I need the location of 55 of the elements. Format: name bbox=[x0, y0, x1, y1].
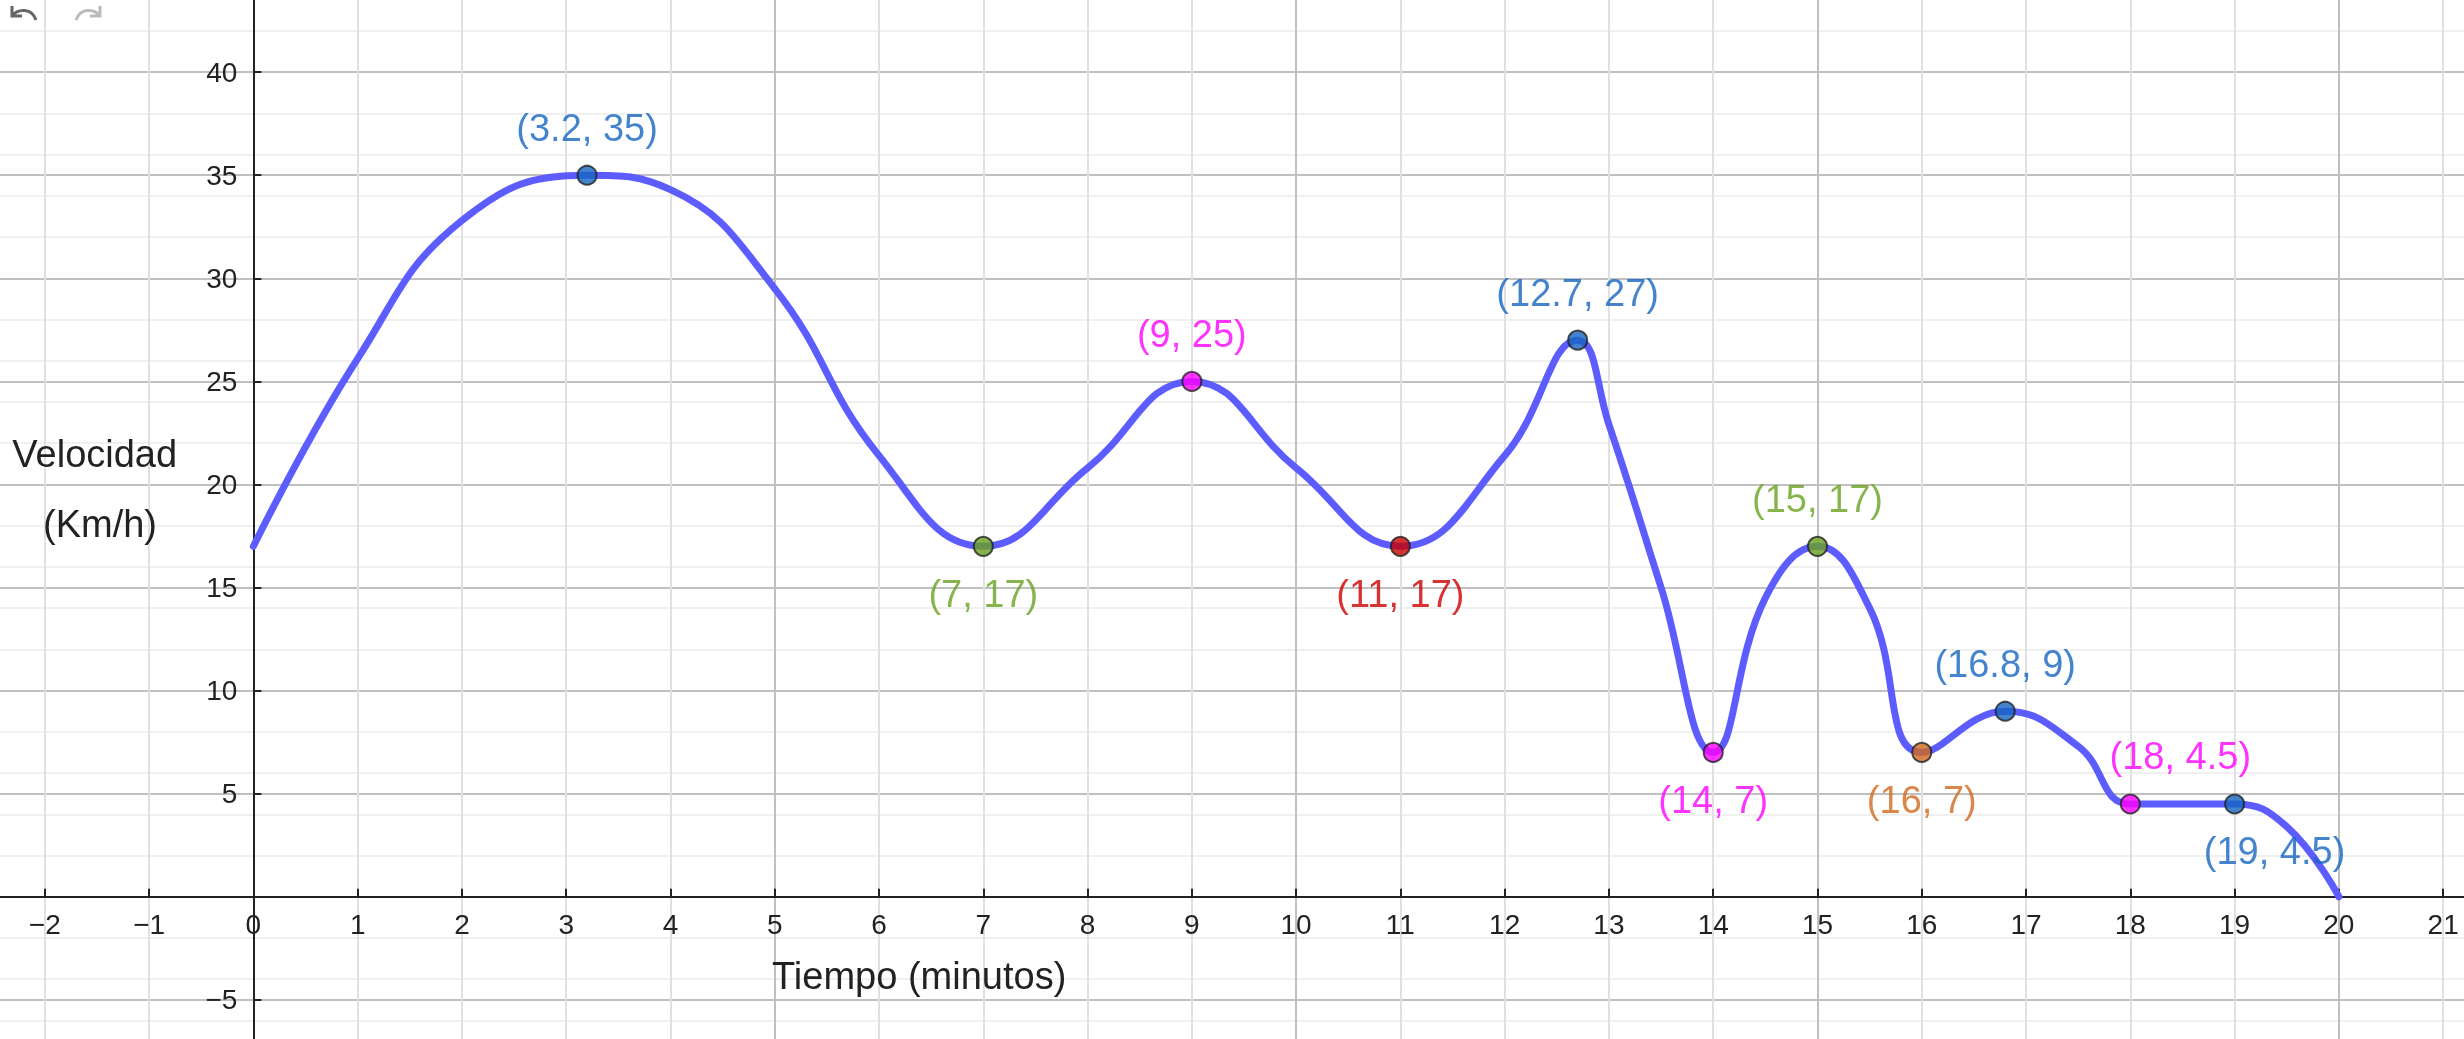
x-tick-label: 19 bbox=[2219, 909, 2251, 941]
point bbox=[2224, 793, 2246, 815]
data-label: (7, 17) bbox=[928, 572, 1039, 615]
x-tick-label: 6 bbox=[871, 909, 887, 941]
x-tick-label: 1 bbox=[349, 909, 366, 941]
x-tick-label: 14 bbox=[1697, 909, 1729, 941]
x-tick-label: 20 bbox=[2323, 909, 2355, 941]
y-tick-label: 40 bbox=[206, 56, 238, 88]
data-label: (18, 4.5) bbox=[2109, 735, 2252, 778]
y-tick-label: 35 bbox=[206, 159, 238, 191]
y-tick-label: 10 bbox=[206, 675, 238, 707]
data-label: (14, 7) bbox=[1658, 778, 1769, 821]
point bbox=[1807, 535, 1828, 557]
data-label: (16.8, 9) bbox=[1934, 642, 2076, 685]
x-tick-label: 15 bbox=[1801, 909, 1834, 941]
point bbox=[972, 535, 994, 557]
y-tick-label: 30 bbox=[206, 262, 238, 294]
x-tick-label: 7 bbox=[975, 909, 992, 941]
data-label: (3.2, 35) bbox=[516, 106, 658, 149]
point bbox=[1389, 535, 1411, 557]
x-tick-label: 9 bbox=[1184, 909, 1200, 941]
data-label: (9, 25) bbox=[1136, 312, 1247, 355]
x-tick-label: 18 bbox=[2114, 909, 2146, 941]
data-label: (16, 7) bbox=[1866, 778, 1977, 821]
point bbox=[1567, 329, 1589, 351]
x-tick-label: 10 bbox=[1280, 909, 1312, 941]
x-tick-label: 11 bbox=[1385, 909, 1415, 941]
x-tick-label: 21 bbox=[2427, 909, 2459, 941]
point bbox=[1994, 700, 2016, 722]
x-axis-title: Tiempo (minutos) bbox=[772, 954, 1067, 997]
y-tick-label: 20 bbox=[206, 468, 238, 500]
point bbox=[576, 164, 598, 186]
data-label: (15, 17) bbox=[1752, 477, 1883, 520]
y-tick-label: −5 bbox=[205, 984, 238, 1016]
y-tick-label: 5 bbox=[221, 778, 238, 810]
x-tick-label: −2 bbox=[28, 909, 61, 941]
x-tick-label: 13 bbox=[1593, 909, 1625, 941]
x-tick-label: 3 bbox=[558, 909, 574, 941]
x-tick-label: 4 bbox=[662, 909, 679, 941]
point bbox=[1911, 741, 1933, 763]
point bbox=[2119, 793, 2141, 815]
x-tick-label: 8 bbox=[1079, 909, 1096, 941]
data-label: (12.7, 27) bbox=[1496, 271, 1659, 314]
x-tick-label: 17 bbox=[2010, 909, 2042, 941]
x-tick-label: 2 bbox=[454, 909, 470, 941]
y-axis-title: Velocidad (Km/h) bbox=[12, 432, 188, 545]
data-label: (11, 17) bbox=[1336, 572, 1465, 615]
x-tick-label: 12 bbox=[1489, 909, 1521, 941]
y-tick-label: 25 bbox=[206, 365, 238, 397]
point bbox=[1181, 370, 1203, 392]
x-tick-label: −1 bbox=[133, 909, 166, 941]
x-tick-label: 5 bbox=[766, 909, 783, 941]
x-tick-label: 16 bbox=[1906, 909, 1938, 941]
point bbox=[1702, 741, 1724, 763]
y-tick-label: 15 bbox=[206, 572, 238, 604]
